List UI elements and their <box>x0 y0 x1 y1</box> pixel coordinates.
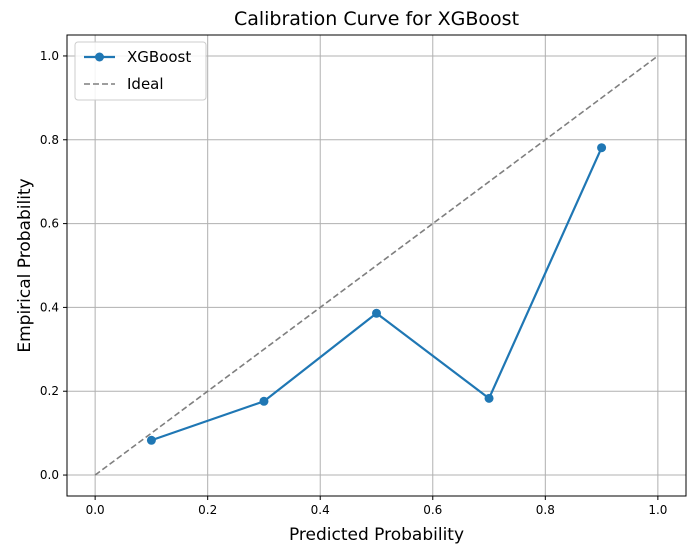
legend-xgboost-label: XGBoost <box>127 48 191 66</box>
x-tick-label: 0.6 <box>423 503 442 517</box>
xgboost-point <box>372 308 381 318</box>
x-axis-label: Predicted Probability <box>289 525 464 545</box>
xgboost-point <box>146 435 156 445</box>
series-layer <box>94 55 659 476</box>
y-tick-label: 1.0 <box>40 49 59 63</box>
ticks: 0.0 0.2 0.4 0.6 0.8 1.0 0.0 0.2 0.4 0.6 0.8 1.0 <box>40 49 668 517</box>
y-tick-label: 0.0 <box>40 468 59 482</box>
xgboost-point <box>484 393 494 403</box>
grid <box>67 35 686 496</box>
x-tick-label: 0.0 <box>86 503 105 517</box>
x-tick-label: 0.4 <box>311 503 330 517</box>
y-tick-label: 0.2 <box>40 384 59 398</box>
plot-frame <box>66 34 687 497</box>
y-axis-label: Empirical Probability <box>15 178 35 352</box>
x-tick-label: 0.8 <box>536 503 555 517</box>
xgboost-point <box>597 143 607 153</box>
y-tick-label: 0.4 <box>40 300 59 314</box>
legend-ideal-label: Ideal <box>127 75 164 93</box>
legend-xgboost-marker <box>95 52 104 62</box>
y-tick-label: 0.6 <box>40 217 59 231</box>
chart-title: Calibration Curve for XGBoost <box>234 8 519 30</box>
legend: XGBoost Ideal <box>74 41 207 101</box>
y-tick-label: 0.8 <box>40 133 59 147</box>
x-tick-label: 1.0 <box>648 503 667 517</box>
xgboost-point <box>259 396 269 406</box>
x-tick-label: 0.2 <box>198 503 217 517</box>
